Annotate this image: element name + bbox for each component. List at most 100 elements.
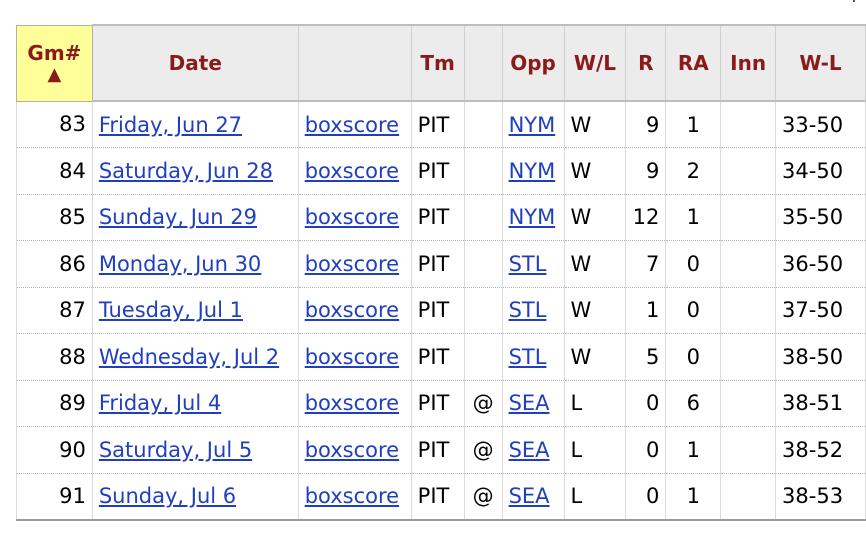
team-code: PIT bbox=[410, 240, 465, 288]
boxscore-cell: boxscore bbox=[297, 333, 412, 381]
home-away-marker bbox=[463, 101, 503, 148]
opponent-link[interactable]: SEA bbox=[508, 437, 550, 462]
table-row: 85 Sunday, Jun 29 boxscore PIT NYM W 12 … bbox=[16, 194, 866, 241]
team-code: PIT bbox=[410, 287, 465, 334]
game-number: 89 bbox=[16, 380, 93, 427]
home-away-marker: @ bbox=[463, 426, 503, 474]
column-header-r[interactable]: R bbox=[625, 24, 667, 102]
game-number: 88 bbox=[16, 333, 93, 381]
column-header-ra[interactable]: RA bbox=[665, 24, 722, 102]
column-header-home-away[interactable] bbox=[463, 24, 503, 102]
opponent-link[interactable]: STL bbox=[508, 251, 547, 276]
game-date-link[interactable]: Monday, Jun 30 bbox=[98, 251, 262, 276]
table-row: 87 Tuesday, Jul 1 boxscore PIT STL W 1 0… bbox=[16, 287, 866, 334]
runs-allowed: 0 bbox=[665, 287, 722, 334]
table-row: 84 Saturday, Jun 28 boxscore PIT NYM W 9… bbox=[16, 147, 866, 195]
innings bbox=[720, 194, 777, 241]
game-date-link[interactable]: Wednesday, Jul 2 bbox=[98, 344, 280, 369]
column-header-record[interactable]: W-L bbox=[775, 24, 866, 102]
game-number: 84 bbox=[16, 147, 93, 195]
game-number: 86 bbox=[16, 240, 93, 288]
column-header-boxscore[interactable] bbox=[297, 24, 412, 102]
game-date-link[interactable]: Saturday, Jul 5 bbox=[98, 437, 253, 462]
opponent-link[interactable]: SEA bbox=[508, 484, 550, 508]
boxscore-link[interactable]: boxscore bbox=[304, 205, 400, 230]
game-date-cell: Friday, Jul 4 bbox=[91, 380, 299, 427]
runs-allowed: 6 bbox=[665, 380, 722, 427]
game-date-link[interactable]: Sunday, Jul 6 bbox=[98, 484, 237, 508]
opponent-link[interactable]: NYM bbox=[508, 112, 556, 137]
boxscore-link[interactable]: boxscore bbox=[304, 484, 400, 508]
runs-scored: 0 bbox=[625, 473, 667, 521]
innings bbox=[720, 473, 777, 521]
opponent-link[interactable]: STL bbox=[508, 298, 547, 323]
game-date-link[interactable]: Friday, Jun 27 bbox=[98, 112, 243, 137]
game-date-link[interactable]: Sunday, Jun 29 bbox=[98, 205, 257, 230]
game-number: 87 bbox=[16, 287, 93, 334]
runs-scored: 7 bbox=[625, 240, 667, 288]
opponent-link[interactable]: STL bbox=[508, 344, 547, 369]
game-date-cell: Tuesday, Jul 1 bbox=[91, 287, 299, 334]
home-away-marker: @ bbox=[463, 473, 503, 521]
boxscore-link[interactable]: boxscore bbox=[304, 158, 400, 183]
boxscore-link[interactable]: boxscore bbox=[304, 391, 400, 416]
column-header-gm-label: Gm# bbox=[27, 41, 82, 65]
table-row: 86 Monday, Jun 30 boxscore PIT STL W 7 0… bbox=[16, 240, 866, 288]
innings bbox=[720, 333, 777, 381]
boxscore-link[interactable]: boxscore bbox=[304, 344, 400, 369]
season-record: 38-53 bbox=[775, 473, 866, 521]
table-row: 83 Friday, Jun 27 boxscore PIT NYM W 9 1… bbox=[16, 101, 866, 148]
boxscore-link[interactable]: boxscore bbox=[304, 112, 400, 137]
game-date-link[interactable]: Tuesday, Jul 1 bbox=[98, 298, 243, 323]
runs-scored: 1 bbox=[625, 287, 667, 334]
boxscore-cell: boxscore bbox=[297, 473, 412, 521]
boxscore-link[interactable]: boxscore bbox=[304, 437, 400, 462]
opponent-link[interactable]: NYM bbox=[508, 205, 556, 230]
win-loss-result: W bbox=[563, 287, 627, 334]
game-date-cell: Sunday, Jul 6 bbox=[91, 473, 299, 521]
title-tick-fragment bbox=[853, 0, 855, 2]
runs-allowed: 2 bbox=[665, 147, 722, 195]
team-code: PIT bbox=[410, 101, 465, 148]
column-header-opp[interactable]: Opp bbox=[501, 24, 565, 102]
game-date-cell: Saturday, Jun 28 bbox=[91, 147, 299, 195]
column-header-tm[interactable]: Tm bbox=[410, 24, 465, 102]
boxscore-cell: boxscore bbox=[297, 426, 412, 474]
table-row: 88 Wednesday, Jul 2 boxscore PIT STL W 5… bbox=[16, 333, 866, 381]
table-row: 89 Friday, Jul 4 boxscore PIT @ SEA L 0 … bbox=[16, 380, 866, 427]
home-away-marker bbox=[463, 194, 503, 241]
boxscore-link[interactable]: boxscore bbox=[304, 251, 400, 276]
season-record: 36-50 bbox=[775, 240, 866, 288]
column-header-gm[interactable]: Gm# ▲ bbox=[16, 24, 93, 102]
runs-allowed: 0 bbox=[665, 240, 722, 288]
game-number: 85 bbox=[16, 194, 93, 241]
season-record: 33-50 bbox=[775, 101, 866, 148]
opponent-link[interactable]: NYM bbox=[508, 158, 556, 183]
boxscore-cell: boxscore bbox=[297, 194, 412, 241]
opponent-link[interactable]: SEA bbox=[508, 391, 550, 416]
boxscore-link[interactable]: boxscore bbox=[304, 298, 400, 323]
opponent-cell: STL bbox=[501, 333, 565, 381]
game-date-link[interactable]: Friday, Jul 4 bbox=[98, 391, 222, 416]
game-date-link[interactable]: Saturday, Jun 28 bbox=[98, 158, 274, 183]
boxscore-cell: boxscore bbox=[297, 147, 412, 195]
runs-allowed: 1 bbox=[665, 101, 722, 148]
column-header-inn[interactable]: Inn bbox=[720, 24, 777, 102]
season-record: 38-51 bbox=[775, 380, 866, 427]
opponent-cell: NYM bbox=[501, 101, 565, 148]
opponent-cell: NYM bbox=[501, 194, 565, 241]
game-date-cell: Monday, Jun 30 bbox=[91, 240, 299, 288]
win-loss-result: L bbox=[563, 473, 627, 521]
innings bbox=[720, 147, 777, 195]
column-header-wl[interactable]: W/L bbox=[563, 24, 627, 102]
season-record: 35-50 bbox=[775, 194, 866, 241]
season-record: 38-52 bbox=[775, 426, 866, 474]
team-code: PIT bbox=[410, 194, 465, 241]
column-header-date[interactable]: Date bbox=[91, 24, 299, 102]
runs-scored: 0 bbox=[625, 426, 667, 474]
home-away-marker: @ bbox=[463, 380, 503, 427]
runs-scored: 9 bbox=[625, 101, 667, 148]
runs-allowed: 1 bbox=[665, 426, 722, 474]
win-loss-result: W bbox=[563, 147, 627, 195]
